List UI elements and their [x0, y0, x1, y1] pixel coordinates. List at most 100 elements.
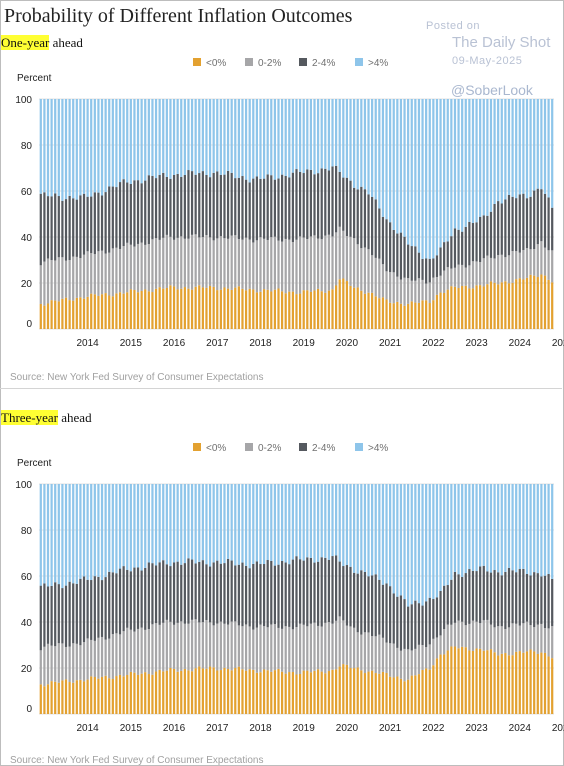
- bar-segment-lt0: [201, 668, 204, 714]
- bar-segment-p2_4: [320, 557, 323, 627]
- bar-segment-gt4: [118, 99, 122, 183]
- bar-segment-p2_4: [252, 178, 255, 243]
- bar-segment-p0_2: [198, 237, 201, 286]
- bar-segment-lt0: [241, 669, 244, 714]
- bar-segment-lt0: [259, 672, 262, 714]
- bar-segment-gt4: [497, 99, 500, 202]
- bar-segment-p2_4: [266, 174, 269, 240]
- bar-segment-lt0: [61, 680, 64, 714]
- bar-segment-lt0: [212, 286, 215, 329]
- bar-segment-lt0: [316, 669, 320, 714]
- bar-segment-lt0: [165, 670, 168, 714]
- bar-segment-p0_2: [241, 626, 244, 670]
- bar-segment-lt0: [453, 646, 457, 714]
- bar-segment-gt4: [262, 99, 266, 179]
- bar-segment-lt0: [497, 655, 500, 714]
- bar-segment-lt0: [403, 681, 406, 714]
- x-tick-label: 2014: [76, 723, 99, 734]
- bar-segment-gt4: [335, 99, 338, 166]
- bar-segment-p2_4: [302, 173, 305, 238]
- bar-segment-gt4: [46, 99, 50, 197]
- bar-segment-p2_4: [68, 195, 71, 261]
- bar-segment-gt4: [511, 99, 514, 197]
- bar-segment-p2_4: [443, 242, 446, 271]
- bar-segment-p0_2: [277, 627, 280, 669]
- bar-segment-gt4: [259, 484, 262, 565]
- bar-segment-p0_2: [234, 621, 237, 669]
- bar-segment-gt4: [50, 99, 53, 197]
- bar-segment-lt0: [75, 680, 78, 714]
- bar-segment-p2_4: [461, 577, 464, 622]
- bar-segment-p0_2: [86, 251, 89, 297]
- bar-segment-lt0: [64, 679, 68, 714]
- bar-segment-lt0: [417, 302, 421, 329]
- bar-segment-p0_2: [338, 616, 341, 667]
- bar-segment-gt4: [158, 484, 161, 563]
- legend-swatch-p2_4: [299, 443, 307, 451]
- bar-segment-p2_4: [176, 561, 179, 623]
- bar-segment-p2_4: [493, 204, 496, 259]
- bar-segment-p2_4: [97, 192, 100, 252]
- bar-segment-p2_4: [208, 177, 212, 238]
- bar-segment-p0_2: [479, 262, 482, 286]
- bar-segment-gt4: [273, 99, 277, 180]
- bar-segment-p2_4: [190, 559, 194, 620]
- bar-segment-p2_4: [169, 178, 172, 237]
- bar-segment-p0_2: [50, 260, 53, 301]
- bar-segment-gt4: [43, 484, 46, 584]
- bar-segment-lt0: [439, 292, 442, 329]
- bar-segment-lt0: [151, 674, 154, 714]
- bar-segment-gt4: [212, 484, 215, 563]
- bar-segment-p2_4: [435, 597, 439, 638]
- bar-segment-p0_2: [295, 627, 298, 675]
- bar-segment-lt0: [82, 298, 86, 329]
- bar-segment-p2_4: [115, 187, 118, 248]
- bar-segment-p0_2: [259, 237, 262, 292]
- bar-segment-gt4: [39, 99, 42, 194]
- bar-segment-p2_4: [111, 186, 114, 249]
- bar-segment-p2_4: [255, 176, 258, 241]
- bar-segment-p0_2: [111, 634, 114, 679]
- bar-segment-lt0: [273, 289, 277, 329]
- bar-segment-p0_2: [396, 276, 399, 302]
- bar-segment-p0_2: [216, 623, 219, 671]
- bar-segment-p0_2: [219, 621, 222, 671]
- bar-segment-lt0: [187, 670, 190, 714]
- bar-segment-p0_2: [482, 258, 485, 287]
- bar-segment-lt0: [482, 286, 485, 329]
- bar-segment-p0_2: [414, 648, 417, 676]
- bar-segment-p0_2: [327, 622, 331, 672]
- bar-segment-gt4: [378, 484, 381, 580]
- bar-segment-gt4: [226, 484, 230, 559]
- bar-segment-gt4: [349, 484, 352, 567]
- bar-segment-lt0: [126, 292, 129, 329]
- bar-segment-p0_2: [43, 261, 46, 306]
- bar-segment-lt0: [439, 654, 442, 714]
- bar-segment-lt0: [342, 278, 345, 329]
- bar-segment-gt4: [338, 99, 341, 172]
- bar-segment-p2_4: [313, 174, 316, 236]
- bar-segment-p2_4: [136, 567, 140, 629]
- bar-segment-p0_2: [313, 235, 316, 291]
- bar-segment-p2_4: [277, 178, 280, 241]
- bar-segment-p2_4: [284, 562, 287, 627]
- bar-segment-lt0: [309, 291, 313, 329]
- bar-segment-p2_4: [162, 172, 165, 238]
- bar-segment-lt0: [468, 288, 471, 329]
- y-tick-label: 100: [15, 95, 32, 106]
- bar-segment-lt0: [468, 650, 471, 714]
- bar-segment-lt0: [172, 668, 176, 714]
- bar-segment-p2_4: [100, 195, 104, 251]
- legend-swatch-gt4: [355, 58, 363, 66]
- bar-segment-gt4: [342, 99, 345, 178]
- bar-segment-lt0: [432, 300, 435, 329]
- bar-segment-p2_4: [57, 196, 60, 258]
- bar-segment-gt4: [100, 99, 104, 196]
- y-tick-label: 40: [21, 618, 33, 629]
- bar-segment-gt4: [457, 99, 460, 230]
- bar-segment-gt4: [471, 99, 475, 223]
- bar-segment-p0_2: [385, 642, 388, 673]
- bar-segment-p0_2: [475, 621, 478, 649]
- bar-segment-lt0: [136, 292, 140, 329]
- bar-segment-p0_2: [356, 244, 359, 288]
